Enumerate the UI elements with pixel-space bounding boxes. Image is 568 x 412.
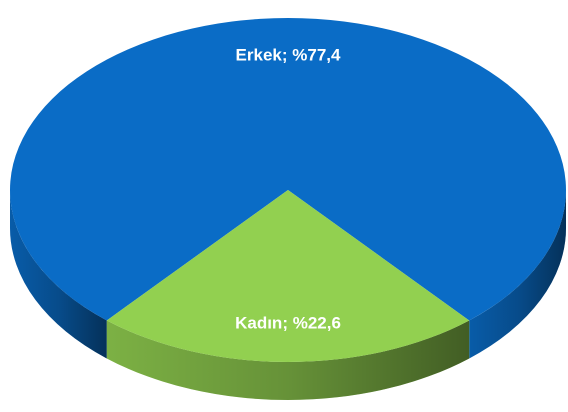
pie-side-shade — [106, 320, 470, 400]
data-label: Erkek; %77,4 — [236, 45, 341, 64]
pie-slice — [106, 190, 470, 362]
data-label: Kadın; %22,6 — [235, 314, 341, 333]
pie-slice — [9, 18, 566, 321]
pie-side-shade — [10, 190, 107, 359]
pie-side-shade — [469, 190, 566, 359]
